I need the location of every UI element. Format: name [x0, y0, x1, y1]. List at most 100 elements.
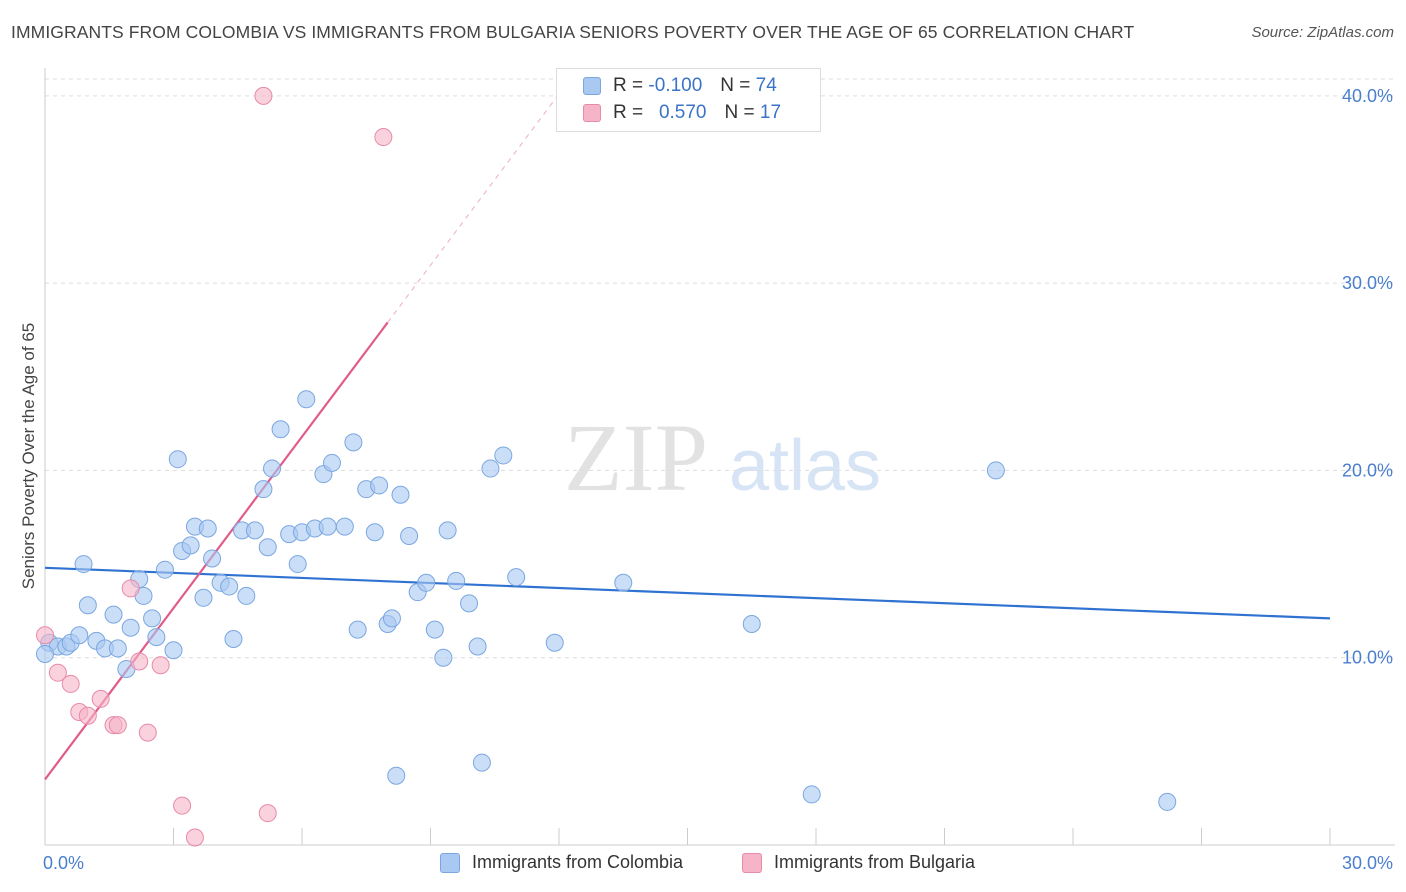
data-point-colombia	[258, 538, 277, 557]
data-point-colombia	[164, 641, 183, 660]
legend-swatch-colombia	[583, 77, 601, 95]
data-point-colombia	[481, 459, 500, 478]
data-point-colombia	[74, 555, 93, 574]
data-point-bulgaria	[138, 723, 157, 742]
data-point-bulgaria	[374, 128, 393, 147]
y-tick-label: 40.0%	[1342, 86, 1393, 106]
data-point-bulgaria	[48, 663, 67, 682]
data-point-colombia	[417, 573, 436, 592]
data-point-colombia	[168, 450, 187, 469]
data-point-colombia	[494, 446, 513, 465]
data-point-bulgaria	[258, 804, 277, 823]
data-points	[36, 86, 1177, 847]
watermark-atlas: atlas	[729, 426, 881, 506]
data-point-colombia	[468, 637, 487, 656]
data-point-colombia	[143, 609, 162, 628]
x-tick-label: 30.0%	[1342, 853, 1393, 873]
data-point-colombia	[271, 420, 290, 439]
data-point-colombia	[434, 648, 453, 667]
bottom-legend-swatch-bulgaria	[742, 852, 762, 873]
bottom-legend-label-bulgaria: Immigrants from Bulgaria	[774, 852, 976, 872]
data-point-colombia	[318, 517, 337, 536]
data-point-colombia	[104, 605, 123, 624]
data-point-colombia	[181, 536, 200, 555]
trend-line-colombia	[44, 566, 1331, 620]
legend-n-label: N =	[724, 102, 755, 123]
data-point-bulgaria	[185, 828, 204, 847]
legend-row-bulgaria: R = 0.570 N = 17	[583, 101, 781, 125]
bottom-legend-bulgaria: Immigrants from Bulgaria	[742, 852, 975, 873]
watermark: ZIP atlas	[564, 404, 881, 511]
data-point-colombia	[121, 618, 140, 637]
data-point-colombia	[507, 568, 526, 587]
stats-legend: R = -0.100 N = 74 R = 0.570 N = 17	[556, 68, 821, 132]
source-label: Source: ZipAtlas.com	[1251, 24, 1394, 41]
legend-swatch-bulgaria	[583, 104, 601, 122]
data-point-colombia	[460, 594, 479, 613]
data-point-colombia	[237, 586, 256, 605]
data-point-colombia	[108, 639, 127, 658]
data-point-colombia	[365, 523, 384, 542]
data-point-colombia	[203, 549, 222, 568]
data-point-colombia	[382, 609, 401, 628]
data-point-colombia	[391, 485, 410, 504]
data-point-bulgaria	[91, 689, 110, 708]
data-point-colombia	[400, 526, 419, 545]
data-point-colombia	[147, 628, 166, 647]
data-point-colombia	[802, 785, 821, 804]
bottom-legend-swatch-colombia	[440, 852, 460, 873]
data-point-colombia	[198, 519, 217, 538]
data-point-colombia	[742, 615, 761, 634]
y-tick-label: 10.0%	[1342, 648, 1393, 668]
data-point-colombia	[220, 577, 239, 596]
data-point-colombia	[78, 596, 97, 615]
data-point-colombia	[425, 620, 444, 639]
data-point-bulgaria	[130, 652, 149, 671]
legend-row-colombia: R = -0.100 N = 74	[583, 74, 777, 98]
axes	[44, 68, 1395, 846]
legend-r-value-colombia: -0.100	[648, 75, 703, 96]
grid	[45, 78, 1395, 659]
trend-line-extension-bulgaria	[387, 93, 560, 323]
data-point-bulgaria	[121, 579, 140, 598]
watermark-zip: ZIP	[564, 404, 708, 511]
bottom-legend-label-colombia: Immigrants from Colombia	[472, 852, 684, 872]
data-point-colombia	[370, 476, 389, 495]
data-point-colombia	[297, 390, 316, 409]
data-point-colombia	[1158, 792, 1177, 811]
data-point-colombia	[335, 517, 354, 536]
data-point-colombia	[155, 560, 174, 579]
legend-r-label: R =	[613, 102, 644, 123]
data-point-colombia	[438, 521, 457, 540]
legend-r-label: R =	[613, 75, 644, 96]
data-point-colombia	[387, 766, 406, 785]
data-point-bulgaria	[151, 656, 170, 675]
legend-r-value-bulgaria: 0.570	[658, 102, 707, 123]
data-point-colombia	[348, 620, 367, 639]
data-point-colombia	[472, 753, 491, 772]
data-point-colombia	[263, 459, 282, 478]
data-point-bulgaria	[61, 674, 80, 693]
data-point-bulgaria	[78, 706, 97, 725]
y-tick-label: 30.0%	[1342, 273, 1393, 293]
y-tick-label: 20.0%	[1342, 460, 1393, 480]
data-point-colombia	[288, 555, 307, 574]
data-point-colombia	[545, 633, 564, 652]
data-point-bulgaria	[36, 626, 54, 645]
data-point-colombia	[70, 626, 89, 645]
data-point-bulgaria	[254, 86, 273, 105]
data-point-colombia	[254, 480, 273, 499]
bottom-legend-colombia: Immigrants from Colombia	[440, 852, 683, 873]
data-point-colombia	[245, 521, 264, 540]
data-point-bulgaria	[108, 716, 127, 735]
data-point-colombia	[194, 588, 213, 607]
legend-n-label: N =	[720, 75, 751, 96]
x-tick-label: 0.0%	[43, 853, 84, 873]
data-point-colombia	[36, 644, 54, 663]
legend-n-value-bulgaria: 17	[759, 102, 782, 123]
chart-title: IMMIGRANTS FROM COLOMBIA VS IMMIGRANTS F…	[11, 22, 1135, 42]
data-point-colombia	[322, 453, 341, 472]
data-point-colombia	[986, 461, 1005, 480]
data-point-colombia	[447, 571, 466, 590]
